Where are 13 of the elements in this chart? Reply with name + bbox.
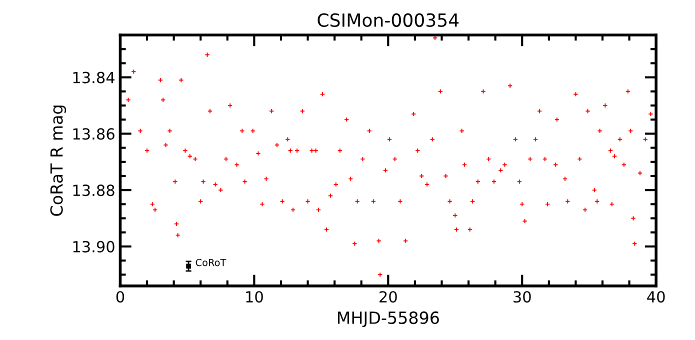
y-tick-label: 13.90 [73, 240, 114, 252]
x-axis-title: MHJD-55896 [338, 311, 439, 328]
annotation: CoRoT [196, 258, 226, 266]
y-axis-title: CoRaT R mag [50, 106, 66, 216]
x-tick-label: 40 [647, 291, 665, 303]
x-tick-label: 0 [116, 291, 124, 303]
x-tick-label: 20 [380, 291, 397, 303]
y-tick-label: 13.88 [73, 184, 114, 196]
x-tick-label: 10 [246, 291, 263, 303]
chart-title: CSIMon-000354 [318, 13, 459, 27]
y-tick-label: 13.84 [73, 72, 115, 84]
y-tick-label: 13.86 [73, 128, 114, 140]
x-tick-label: 30 [514, 291, 531, 303]
